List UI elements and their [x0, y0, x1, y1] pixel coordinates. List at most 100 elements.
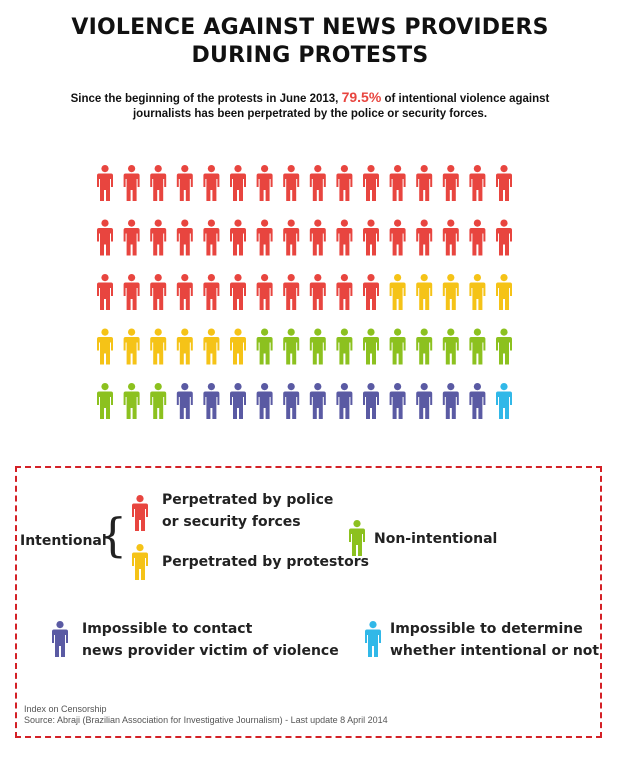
person-icon-impossible_contact: [230, 383, 246, 419]
person-icon-police: [363, 219, 379, 256]
person-icon-protestors: [442, 274, 459, 310]
person-icon-non_intentional: [256, 328, 273, 365]
person-icon-police: [230, 274, 246, 310]
person-icon-police: [256, 219, 273, 256]
person-icon-non_intentional: [416, 328, 433, 365]
legend-police-person-icon: [132, 495, 148, 531]
person-icon-impossible_contact: [389, 383, 406, 419]
person-icon-impossible_contact: [283, 383, 300, 419]
legend-intentional-label: Intentional: [20, 533, 107, 549]
person-icon-non_intentional: [123, 383, 140, 419]
person-icon-police: [97, 165, 113, 201]
person-icon-protestors: [416, 274, 433, 310]
person-icon-police: [150, 274, 167, 310]
subtitle-text-end: of intentional violence against journali…: [132, 93, 550, 120]
person-icon-police: [150, 165, 167, 201]
person-icon-non_intentional: [349, 520, 365, 556]
person-icon-impossible_contact: [256, 383, 273, 419]
person-icon-police: [469, 165, 486, 201]
person-icon-police: [203, 219, 220, 256]
person-icon-protestors: [132, 544, 148, 580]
person-icon-non_intentional: [309, 328, 326, 365]
person-icon-impossible_contact: [363, 383, 379, 419]
person-icon-police: [309, 165, 326, 201]
person-icon-police: [176, 165, 193, 201]
legend-non-intentional-person-icon: [349, 520, 365, 556]
person-icon-non_intentional: [442, 328, 459, 365]
person-icon-police: [442, 165, 459, 201]
person-icon-police: [416, 165, 433, 201]
person-icon-non_intentional: [363, 328, 379, 365]
person-icon-police: [309, 219, 326, 256]
legend-impossible-determine-person-icon: [365, 621, 381, 657]
person-icon-impossible_contact: [52, 621, 68, 657]
person-icon-police: [336, 219, 353, 256]
person-icon-police: [283, 165, 300, 201]
person-icon-impossible_determine: [496, 383, 512, 419]
person-icon-police: [389, 165, 406, 201]
legend-impossible-contact-person-icon: [52, 621, 68, 657]
person-icon-police: [97, 274, 113, 310]
subtitle-text-start: Since the beginning of the protests in J…: [70, 93, 342, 105]
person-icon-police: [389, 219, 406, 256]
person-icon-non_intentional: [283, 328, 300, 365]
person-icon-police: [256, 165, 273, 201]
person-icon-protestors: [203, 328, 220, 365]
person-icon-non_intentional: [496, 328, 512, 365]
person-icon-police: [123, 274, 140, 310]
subtitle: Since the beginning of the protests in J…: [40, 90, 580, 122]
person-icon-police: [123, 219, 140, 256]
title-line-2: DURING PROTESTS: [191, 43, 429, 68]
person-icon-protestors: [496, 274, 512, 310]
person-icon-non_intentional: [336, 328, 353, 365]
person-icon-police: [416, 219, 433, 256]
legend-determine-line-1: Impossible to determine: [390, 621, 583, 637]
legend-contact-line-2: news provider victim of violence: [82, 643, 339, 659]
person-icon-impossible_contact: [442, 383, 459, 419]
legend-contact-line-1: Impossible to contact: [82, 621, 253, 637]
person-icon-police: [336, 274, 353, 310]
legend-impossible-contact-label: Impossible to contact news provider vict…: [82, 618, 339, 662]
person-icon-non_intentional: [469, 328, 486, 365]
legend-brace: {: [98, 508, 128, 562]
person-icon-police: [176, 219, 193, 256]
person-icon-police: [336, 165, 353, 201]
person-icon-protestors: [150, 328, 167, 365]
legend-non-intentional-label: Non-intentional: [374, 531, 498, 547]
legend-protestors-label: Perpetrated by protestors: [162, 554, 369, 570]
source-note: Index on Censorship Source: Abraji (Braz…: [24, 704, 388, 726]
person-icon-police: [496, 165, 512, 201]
person-icon-police: [363, 165, 379, 201]
person-icon-impossible_contact: [203, 383, 220, 419]
legend-protestors-person-icon: [132, 544, 148, 580]
legend-frame: [15, 466, 602, 738]
person-icon-protestors: [97, 328, 113, 365]
source-line-1: Index on Censorship: [24, 704, 107, 714]
person-icon-police: [203, 165, 220, 201]
person-icon-police: [309, 274, 326, 310]
person-icon-police: [203, 274, 220, 310]
person-icon-police: [469, 219, 486, 256]
legend-police-line-2: or security forces: [162, 514, 301, 530]
person-icon-police: [283, 219, 300, 256]
person-icon-protestors: [176, 328, 193, 365]
subtitle-percentage: 79.5%: [341, 89, 382, 105]
page-title: VIOLENCE AGAINST NEWS PROVIDERS DURING P…: [0, 14, 620, 70]
person-icon-police: [363, 274, 379, 310]
person-icon-police: [256, 274, 273, 310]
title-line-1: VIOLENCE AGAINST NEWS PROVIDERS: [71, 15, 549, 40]
legend-police-line-1: Perpetrated by police: [162, 492, 334, 508]
person-icon-police: [97, 219, 113, 256]
person-icon-police: [123, 165, 140, 201]
person-icon-police: [283, 274, 300, 310]
person-icon-impossible_contact: [469, 383, 486, 419]
person-icon-police: [132, 495, 148, 531]
person-icon-impossible_contact: [416, 383, 433, 419]
person-icon-police: [496, 219, 512, 256]
person-icon-police: [176, 274, 193, 310]
legend-impossible-determine-label: Impossible to determine whether intentio…: [390, 618, 599, 662]
person-icon-police: [230, 165, 246, 201]
source-line-2: Source: Abraji (Brazilian Association fo…: [24, 715, 388, 725]
person-icon-police: [442, 219, 459, 256]
